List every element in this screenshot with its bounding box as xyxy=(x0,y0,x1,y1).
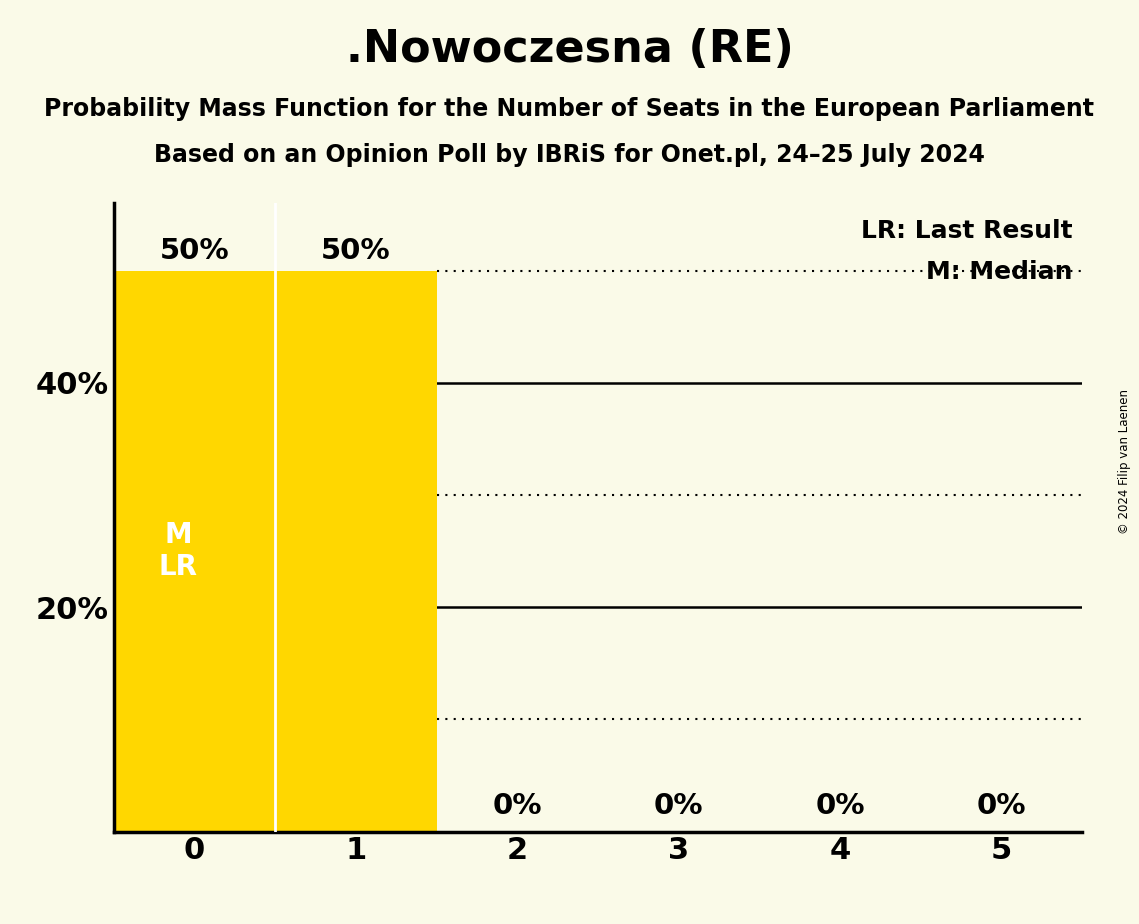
Text: 0%: 0% xyxy=(492,793,542,821)
Text: 0%: 0% xyxy=(816,793,865,821)
Bar xyxy=(114,271,276,832)
Text: .Nowoczesna (RE): .Nowoczesna (RE) xyxy=(345,28,794,71)
Text: 0%: 0% xyxy=(976,793,1026,821)
Text: 50%: 50% xyxy=(321,237,391,265)
Text: LR: Last Result: LR: Last Result xyxy=(861,219,1073,243)
Text: 0%: 0% xyxy=(654,793,704,821)
Bar xyxy=(276,271,436,832)
Text: M: Median: M: Median xyxy=(926,260,1073,284)
Text: Probability Mass Function for the Number of Seats in the European Parliament: Probability Mass Function for the Number… xyxy=(44,97,1095,121)
Text: © 2024 Filip van Laenen: © 2024 Filip van Laenen xyxy=(1118,390,1131,534)
Text: 50%: 50% xyxy=(159,237,229,265)
Text: Based on an Opinion Poll by IBRiS for Onet.pl, 24–25 July 2024: Based on an Opinion Poll by IBRiS for On… xyxy=(154,143,985,167)
Text: M
LR: M LR xyxy=(159,521,198,581)
